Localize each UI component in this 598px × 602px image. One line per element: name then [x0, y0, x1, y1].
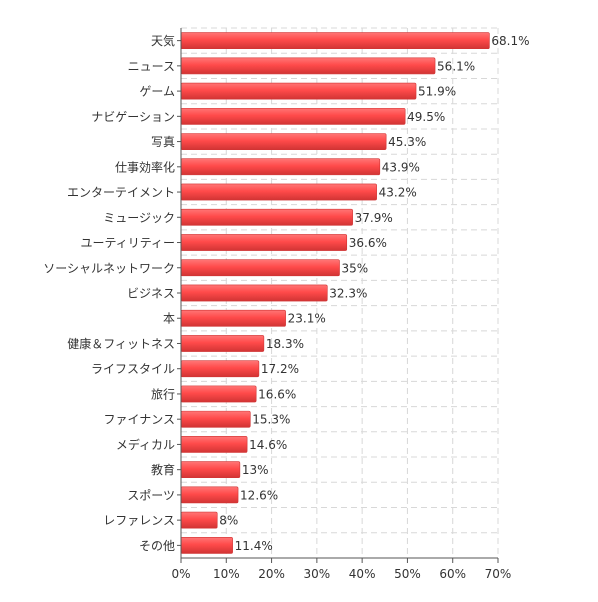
value-label: 17.2% — [261, 362, 299, 376]
value-label: 43.9% — [382, 160, 420, 174]
category-label: その他 — [139, 539, 175, 553]
value-label: 51.9% — [418, 85, 456, 99]
bar — [180, 82, 417, 100]
x-tick-label: 50% — [394, 567, 421, 581]
value-label: 15.3% — [252, 413, 290, 427]
bar — [180, 284, 328, 302]
value-labels: 68.1% 56.1% 51.9% 49.5% 45.3% 43.9% 43.2% 37.9%… — [219, 34, 529, 553]
x-tick-label: 30% — [304, 567, 331, 581]
x-tick-label: 0% — [171, 567, 190, 581]
category-label: エンターテイメント — [67, 186, 175, 200]
category-label: 旅行 — [151, 387, 175, 401]
category-label: 健康＆フィットネス — [67, 336, 175, 351]
value-label: 8% — [219, 514, 238, 528]
bar — [180, 360, 260, 378]
category-label: ニュース — [128, 59, 175, 73]
bar — [180, 32, 490, 49]
x-tick-label: 20% — [258, 567, 285, 581]
category-label: 仕事効率化 — [115, 159, 175, 174]
category-label: 本 — [163, 312, 175, 326]
category-label: ソーシャルネットワーク — [43, 261, 175, 275]
value-label: 68.1% — [491, 34, 529, 48]
bar — [180, 133, 387, 150]
x-tick-label: 70% — [485, 567, 512, 581]
category-label: ナビゲーション — [91, 110, 175, 124]
category-label: ファイナンス — [103, 413, 175, 427]
bar — [180, 410, 251, 428]
category-label: ミュージック — [103, 211, 175, 225]
bar — [180, 57, 436, 75]
value-label: 43.2% — [379, 186, 417, 200]
bar — [180, 385, 257, 403]
x-tick-label: 10% — [213, 567, 240, 581]
category-label: メディカル — [116, 437, 175, 452]
bar — [180, 335, 265, 352]
bar — [180, 234, 348, 251]
value-label: 13% — [242, 463, 269, 477]
value-label: 18.3% — [266, 337, 304, 351]
bar — [180, 486, 239, 504]
value-label: 14.6% — [249, 438, 287, 452]
x-tick-label: 60% — [439, 567, 466, 581]
category-label: 写真 — [151, 135, 175, 149]
bar — [180, 309, 286, 327]
bar — [180, 259, 340, 277]
value-label: 23.1% — [288, 312, 326, 326]
category-label: ビジネス — [127, 287, 175, 301]
value-label: 12.6% — [240, 488, 278, 502]
bar — [180, 511, 218, 529]
bar — [180, 183, 377, 201]
x-tick-label: 40% — [349, 567, 376, 581]
grid-lines — [181, 27, 499, 559]
value-label: 45.3% — [388, 135, 426, 149]
y-axis: 天気ニュースゲームナビゲーション写真仕事効率化エンターテイメントミュージックユー… — [43, 28, 182, 558]
bar — [180, 158, 381, 176]
bar — [180, 537, 233, 554]
bar — [180, 436, 248, 453]
category-label: スポーツ — [127, 488, 175, 502]
value-label: 36.6% — [349, 236, 387, 250]
category-label: ユーティリティー — [80, 236, 175, 250]
value-label: 32.3% — [329, 287, 367, 301]
x-axis: 0% 10% 20% 30% 40% 50% 60% 70% — [171, 557, 512, 581]
category-label: ライフスタイル — [91, 362, 175, 376]
category-label: ゲーム — [139, 85, 175, 99]
category-label: 天気 — [151, 33, 175, 48]
value-label: 35% — [342, 261, 369, 275]
value-label: 11.4% — [235, 539, 273, 553]
value-label: 49.5% — [407, 110, 445, 124]
value-label: 16.6% — [258, 387, 296, 401]
bar — [180, 208, 353, 226]
value-label: 37.9% — [355, 211, 393, 225]
category-label: レファレンス — [103, 514, 175, 528]
bars — [180, 32, 490, 554]
category-label: 教育 — [151, 462, 175, 477]
bar — [180, 107, 406, 125]
value-label: 56.1% — [437, 59, 475, 73]
bar — [180, 461, 241, 479]
